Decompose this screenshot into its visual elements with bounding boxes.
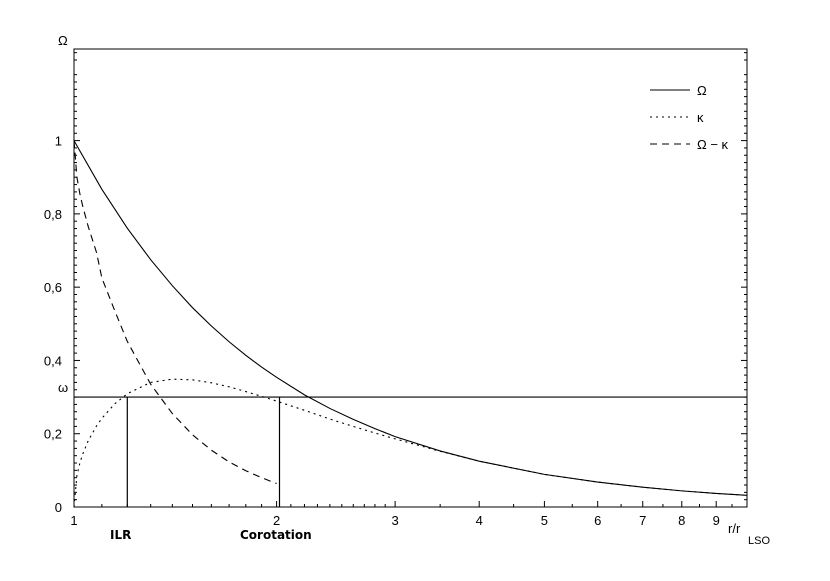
x-tick-label: 8 — [678, 513, 685, 528]
y-tick-label: 0 — [55, 500, 62, 515]
x-tick-labels: 1 2 3 4 5 6 7 8 9 — [70, 513, 719, 528]
x-tick-label: 2 — [273, 513, 280, 528]
series-line-kappa — [73, 378, 748, 508]
x-tick-label: 7 — [639, 513, 646, 528]
y-tick-label: 0,2 — [44, 427, 62, 442]
x-tick-label: 5 — [541, 513, 548, 528]
axis-ticks — [73, 52, 747, 508]
vline-label-ilr: ILR — [110, 528, 131, 542]
plot-frame — [73, 48, 748, 508]
x-axis-label: r/r — [728, 521, 741, 536]
series-line-omega — [73, 140, 748, 496]
series-line-omega-minus-kappa — [73, 140, 277, 485]
reference-lines — [74, 396, 747, 507]
x-tick-label: 6 — [594, 513, 601, 528]
y-tick-label: 1 — [55, 134, 62, 149]
x-axis-label-subscript: LSO — [748, 535, 770, 547]
legend-label: Ω — [697, 83, 707, 98]
hline-label: ω — [58, 380, 68, 395]
legend-label: κ — [697, 110, 704, 125]
x-tick-label: 3 — [391, 513, 398, 528]
y-axis-label: Ω — [58, 33, 68, 48]
y-tick-label: 0,8 — [44, 207, 62, 222]
legend-label: Ω − κ — [697, 137, 729, 152]
y-tick-label: 0,4 — [44, 353, 62, 368]
y-tick-labels: 0 0,2 0,4 0,6 0,8 1 — [44, 134, 62, 515]
vline-label-corotation: Corotation — [240, 528, 312, 542]
y-tick-label: 0,6 — [44, 280, 62, 295]
x-tick-label: 1 — [70, 513, 77, 528]
x-tick-label: 4 — [476, 513, 483, 528]
x-tick-label: 9 — [713, 513, 720, 528]
legend: Ωκ Ω − κ — [650, 83, 729, 152]
series-group — [73, 140, 748, 508]
